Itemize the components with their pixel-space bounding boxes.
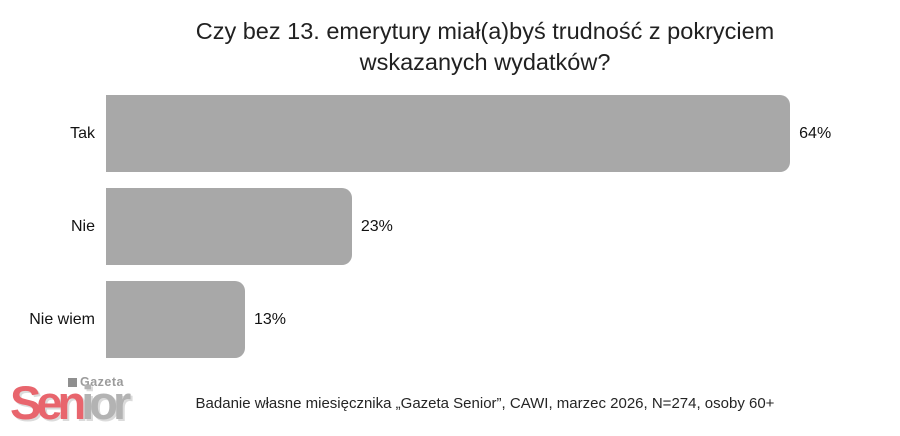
logo-senior-wordmark: Senior: [10, 376, 131, 429]
source-note: Badanie własne miesięcznika „Gazeta Seni…: [195, 395, 775, 412]
chart-title: Czy bez 13. emerytury miał(a)byś trudnoś…: [70, 16, 900, 78]
logo-senior-red-part: Sen: [10, 376, 86, 429]
bar-nie-wiem: [106, 281, 245, 358]
chart-title-text: Czy bez 13. emerytury miał(a)byś trudnoś…: [195, 18, 775, 75]
logo-square-icon: [68, 377, 77, 387]
category-label: Nie: [70, 217, 95, 235]
bar-nie: [106, 188, 352, 265]
logo-gazeta-wordmark: Gazeta: [68, 375, 124, 389]
plot-area: Tak 64% Nie 23% Nie wiem 13%: [0, 95, 900, 374]
bar-row-nie-wiem: Nie wiem 13%: [0, 281, 900, 358]
value-label: 23%: [360, 217, 393, 235]
value-label: 13%: [253, 310, 286, 328]
category-label: Tak: [70, 124, 95, 142]
bar-tak: [106, 95, 791, 172]
gazeta-senior-logo: Gazeta Senior: [8, 373, 148, 433]
value-label: 64%: [799, 124, 832, 142]
category-label: Nie wiem: [29, 310, 95, 328]
bar-row-tak: Tak 64%: [0, 95, 900, 172]
logo-gazeta-text: Gazeta: [80, 375, 124, 389]
logo-senior-gray-part: ior: [81, 376, 131, 429]
bar-row-nie: Nie 23%: [0, 188, 900, 265]
